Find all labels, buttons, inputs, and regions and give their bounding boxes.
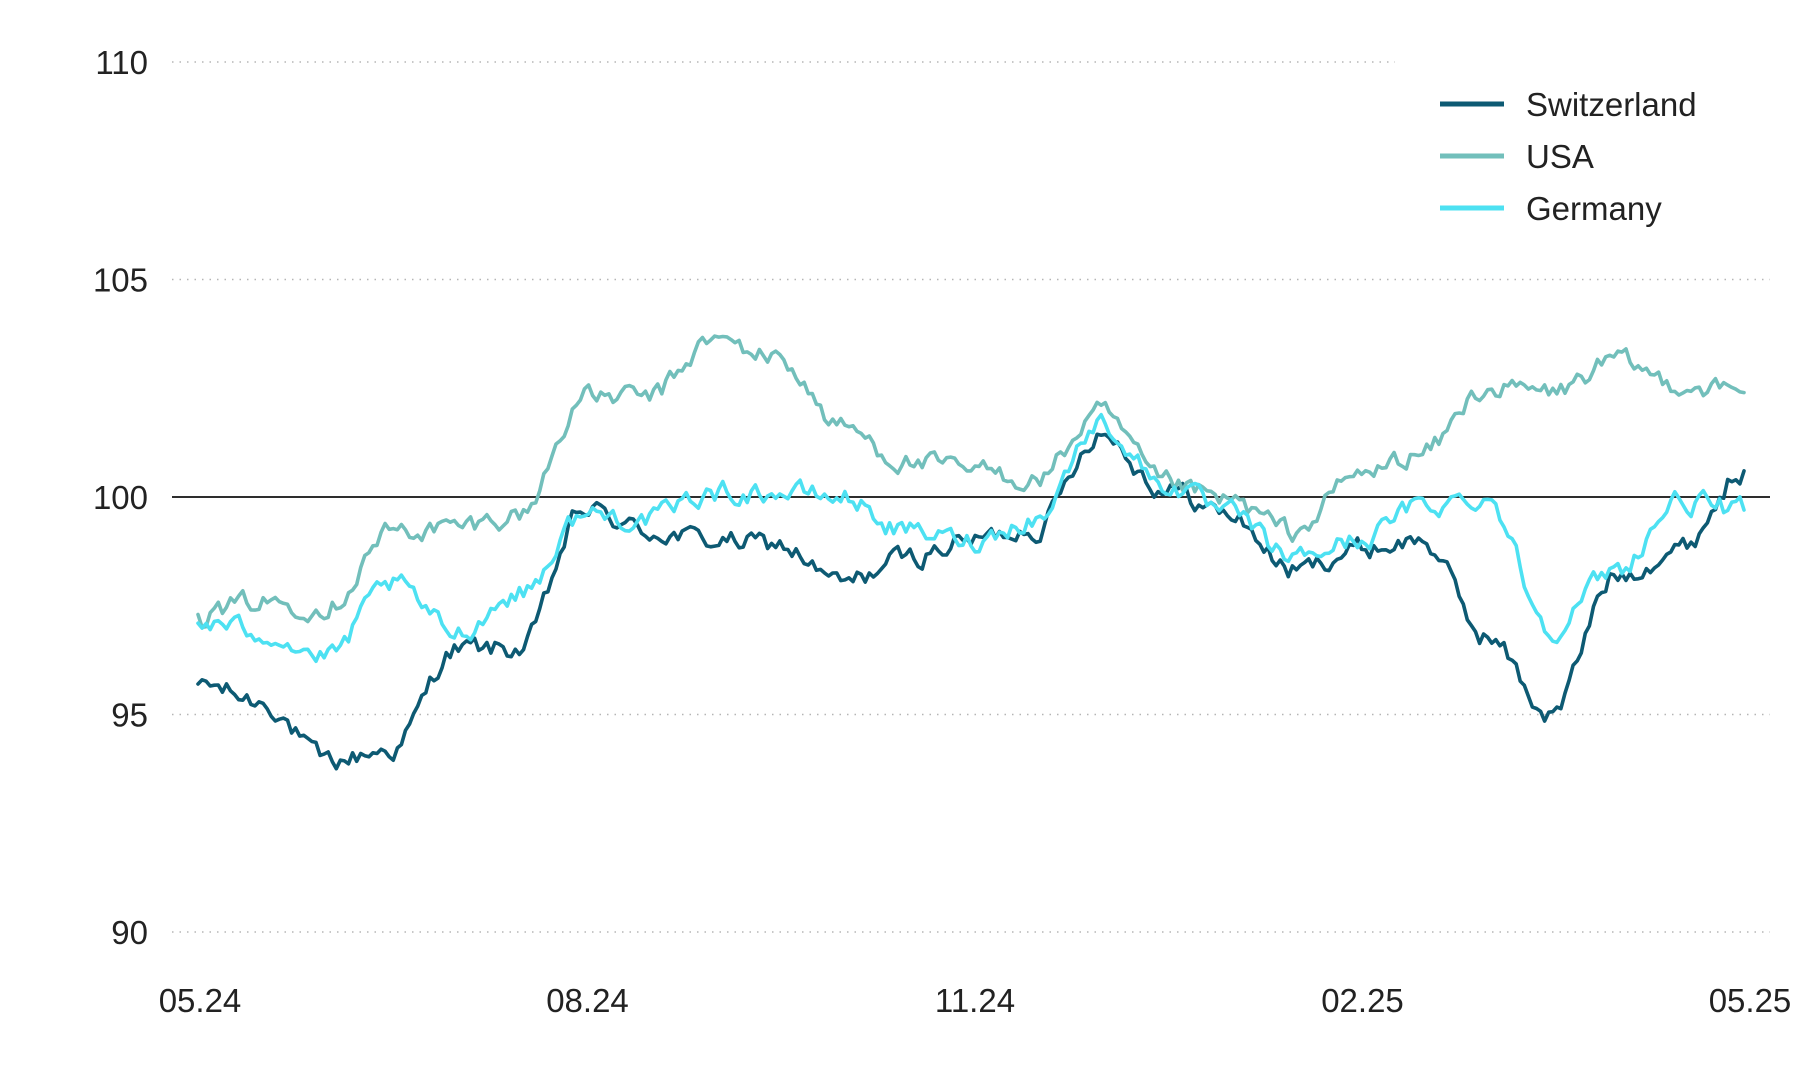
y-axis-ticks: 90 95 100 105 110 xyxy=(93,44,148,951)
legend: Switzerland USA Germany xyxy=(1440,86,1697,227)
y-tick-label-95: 95 xyxy=(111,697,148,734)
grid-layer xyxy=(172,61,1770,933)
y-tick-label-105: 105 xyxy=(93,262,148,299)
y-tick-label-90: 90 xyxy=(111,914,148,951)
y-tick-label-110: 110 xyxy=(95,44,148,81)
y-tick-label-100: 100 xyxy=(93,479,148,516)
legend-label-germany: Germany xyxy=(1526,190,1662,227)
x-tick-label-02-25: 02.25 xyxy=(1321,982,1404,1019)
series-line-usa xyxy=(196,334,1746,630)
x-tick-label-05-24: 05.24 xyxy=(159,982,242,1019)
series-line-switzerland xyxy=(196,432,1746,771)
x-tick-label-05-25: 05.25 xyxy=(1709,982,1792,1019)
x-axis-ticks: 05.24 08.24 11.24 02.25 05.25 xyxy=(159,982,1792,1019)
legend-label-usa: USA xyxy=(1526,138,1594,175)
x-tick-label-11-24: 11.24 xyxy=(935,982,1015,1019)
series-line-germany xyxy=(196,412,1746,664)
series-layer xyxy=(196,334,1746,771)
legend-label-switzerland: Switzerland xyxy=(1526,86,1697,123)
x-tick-label-08-24: 08.24 xyxy=(546,982,629,1019)
